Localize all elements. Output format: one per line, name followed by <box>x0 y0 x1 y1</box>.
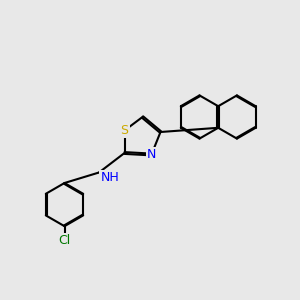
Text: NH: NH <box>100 171 119 184</box>
Text: N: N <box>147 148 156 161</box>
Text: Cl: Cl <box>58 234 70 247</box>
Text: S: S <box>121 124 128 137</box>
